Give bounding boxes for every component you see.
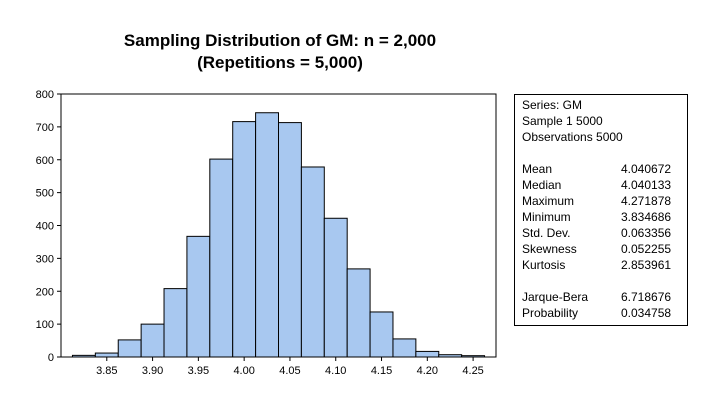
y-tick-label: 600 [36,155,54,167]
x-tick-label: 4.15 [371,365,392,377]
chart-title: Sampling Distribution of GM: n = 2,000 [123,31,437,50]
stats-value-skewness: 0.052255 [621,242,672,256]
histogram-bar [94,352,119,358]
stats-label-minimum: Minimum [522,210,571,224]
stats-label-std-dev: Std. Dev. [522,226,571,240]
histogram-bar [346,268,371,358]
stats-value-jarque-bera: 6.718676 [621,290,672,304]
stats-panel: Series: GM Sample 1 5000 Observations 50… [514,94,688,326]
y-tick-label: 400 [36,221,54,233]
y-tick-label: 100 [36,319,54,331]
stats-label-jarque-bera: Jarque-Bera [522,290,589,304]
stats-value-minimum: 3.834686 [621,210,672,224]
x-tick-label: 4.10 [325,365,346,377]
stats-label-skewness: Skewness [522,242,577,256]
y-tick-label: 500 [36,188,54,200]
x-tick-label: 3.95 [188,365,209,377]
histogram-bar [209,158,234,358]
stats-label-probability: Probability [522,306,579,320]
histogram-bar [163,288,188,358]
stats-value-std-dev: 0.063356 [621,226,672,240]
histogram-bar [369,311,394,358]
stats-label-median: Median [522,178,562,192]
stats-label-mean: Mean [522,162,553,176]
histogram-bar [415,350,440,358]
x-tick-label: 3.85 [96,365,117,377]
histogram-bar [186,235,211,358]
y-tick-label: 300 [36,253,54,265]
histogram-bar [323,217,348,358]
stats-series: Series: GM [522,98,583,112]
stats-observations: Observations 5000 [522,130,623,144]
histogram-bar [117,339,142,358]
chart-subtitle: (Repetitions = 5,000) [197,53,363,72]
stats-value-median: 4.040133 [621,178,672,192]
x-tick-label: 4.05 [279,365,300,377]
histogram-bar [255,112,280,358]
stats-sample: Sample 1 5000 [522,114,603,128]
stats-value-probability: 0.034758 [621,306,672,320]
histogram-bar [300,166,325,358]
histogram-bar [392,338,417,358]
stats-value-maximum: 4.271878 [621,194,672,208]
stats-value-kurtosis: 2.853961 [621,258,672,272]
y-tick-label: 0 [48,352,54,364]
x-tick-label: 4.25 [462,365,483,377]
stats-value-mean: 4.040672 [621,162,672,176]
y-tick-label: 200 [36,286,54,298]
histogram-bar [232,121,257,358]
stats-label-maximum: Maximum [522,194,575,208]
y-tick-label: 700 [36,122,54,134]
histogram-bar [278,122,302,358]
x-tick-label: 4.00 [233,365,254,377]
histogram-bar [140,323,165,358]
y-tick-label: 800 [36,89,54,101]
stats-label-kurtosis: Kurtosis [522,258,566,272]
x-tick-label: 4.20 [417,365,438,377]
x-tick-label: 3.90 [142,365,163,377]
